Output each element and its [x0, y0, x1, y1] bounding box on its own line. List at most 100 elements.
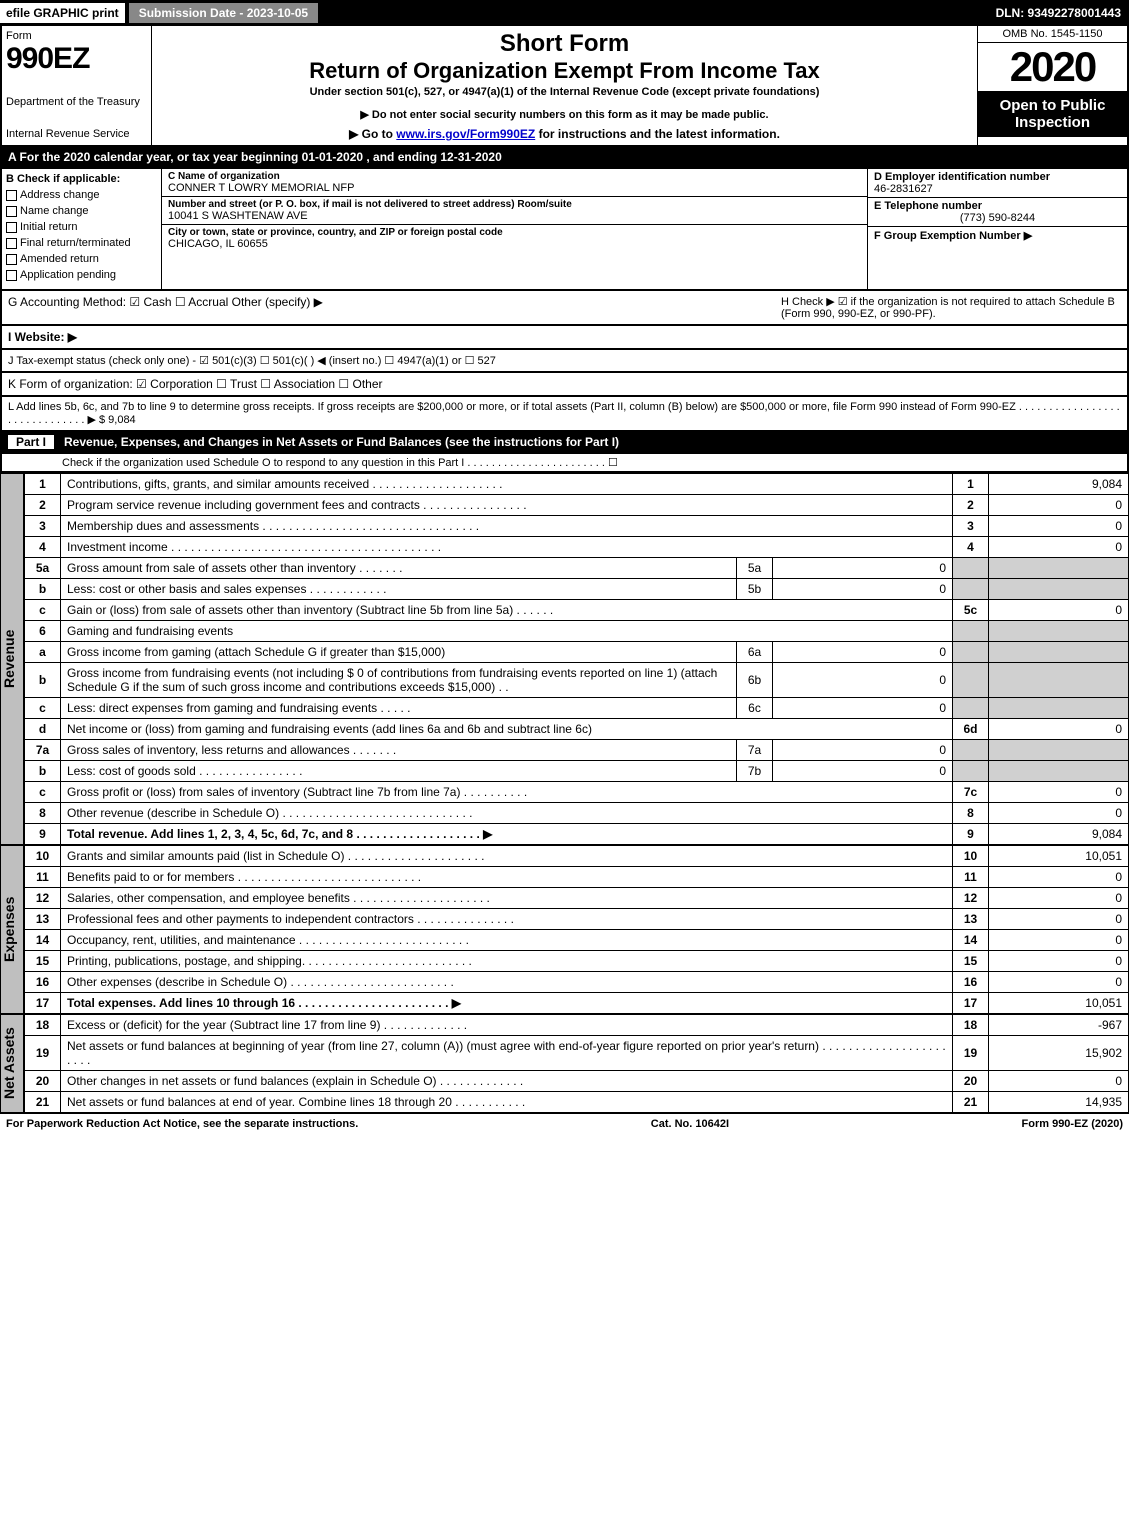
- calendar-year-row: A For the 2020 calendar year, or tax yea…: [0, 147, 1129, 169]
- line-l: L Add lines 5b, 6c, and 7b to line 9 to …: [0, 397, 1129, 432]
- table-row: 11 Benefits paid to or for members . . .…: [25, 867, 1129, 888]
- table-row: 4 Investment income . . . . . . . . . . …: [25, 537, 1129, 558]
- line-j: J Tax-exempt status (check only one) - ☑…: [0, 350, 1129, 373]
- table-row: c Less: direct expenses from gaming and …: [25, 698, 1129, 719]
- expenses-table: 10 Grants and similar amounts paid (list…: [24, 845, 1129, 1014]
- box-def: D Employer identification number 46-2831…: [867, 169, 1127, 289]
- dept-treasury: Department of the Treasury: [6, 96, 147, 108]
- line-g: G Accounting Method: ☑ Cash ☐ Accrual Ot…: [8, 295, 781, 320]
- form-header: Form 990EZ Department of the Treasury In…: [0, 26, 1129, 147]
- org-name-label: C Name of organization: [168, 171, 861, 182]
- part1-check: Check if the organization used Schedule …: [0, 454, 1129, 473]
- table-row: 7a Gross sales of inventory, less return…: [25, 740, 1129, 761]
- table-row: 9 Total revenue. Add lines 1, 2, 3, 4, 5…: [25, 824, 1129, 845]
- calendar-year: A For the 2020 calendar year, or tax yea…: [2, 147, 1127, 167]
- line-i: I Website: ▶: [0, 326, 1129, 350]
- page-footer: For Paperwork Reduction Act Notice, see …: [0, 1113, 1129, 1134]
- revenue-section: Revenue 1 Contributions, gifts, grants, …: [0, 473, 1129, 845]
- submission-date: Submission Date - 2023-10-05: [129, 3, 318, 23]
- table-row: b Gross income from fundraising events (…: [25, 663, 1129, 698]
- ein-value: 46-2831627: [874, 183, 1121, 195]
- box-e: E Telephone number (773) 590-8244: [868, 198, 1127, 227]
- chk-name-change-label: Name change: [20, 205, 89, 217]
- header-right: OMB No. 1545-1150 2020 Open to Public In…: [977, 26, 1127, 145]
- goto-pre: ▶ Go to: [349, 127, 396, 141]
- line-i-label: I Website: ▶: [8, 330, 77, 344]
- chk-application-pending[interactable]: Application pending: [6, 269, 157, 281]
- line-k: K Form of organization: ☑ Corporation ☐ …: [0, 373, 1129, 397]
- netassets-table: 18 Excess or (deficit) for the year (Sub…: [24, 1014, 1129, 1113]
- table-row: 3 Membership dues and assessments . . . …: [25, 516, 1129, 537]
- table-row: 19 Net assets or fund balances at beginn…: [25, 1036, 1129, 1071]
- header-mid: Short Form Return of Organization Exempt…: [152, 26, 977, 145]
- box-b: B Check if applicable: Address change Na…: [2, 169, 162, 289]
- table-row: 10 Grants and similar amounts paid (list…: [25, 846, 1129, 867]
- inspect-line2: Inspection: [982, 114, 1123, 131]
- revenue-side-label: Revenue: [0, 473, 24, 845]
- header-left: Form 990EZ Department of the Treasury In…: [2, 26, 152, 145]
- footer-form: Form 990-EZ (2020): [1022, 1118, 1123, 1130]
- chk-application-pending-label: Application pending: [20, 269, 116, 281]
- table-row: b Less: cost of goods sold . . . . . . .…: [25, 761, 1129, 782]
- revenue-table: 1 Contributions, gifts, grants, and simi…: [24, 473, 1129, 845]
- phone-value: (773) 590-8244: [874, 212, 1121, 224]
- entity-section: B Check if applicable: Address change Na…: [0, 169, 1129, 291]
- box-b-label: B Check if applicable:: [6, 173, 157, 185]
- omb-number: OMB No. 1545-1150: [978, 26, 1127, 43]
- chk-final-return-label: Final return/terminated: [20, 237, 131, 249]
- table-row: d Net income or (loss) from gaming and f…: [25, 719, 1129, 740]
- dln-label: DLN: 93492278001443: [996, 6, 1129, 20]
- table-row: 13 Professional fees and other payments …: [25, 909, 1129, 930]
- footer-left: For Paperwork Reduction Act Notice, see …: [6, 1118, 358, 1130]
- table-row: 8 Other revenue (describe in Schedule O)…: [25, 803, 1129, 824]
- table-row: 5a Gross amount from sale of assets othe…: [25, 558, 1129, 579]
- open-inspection: Open to Public Inspection: [978, 91, 1127, 137]
- netassets-side-label: Net Assets: [0, 1014, 24, 1113]
- table-row: 18 Excess or (deficit) for the year (Sub…: [25, 1015, 1129, 1036]
- chk-amended-return-label: Amended return: [20, 253, 99, 265]
- org-address-value: 10041 S WASHTENAW AVE: [168, 210, 861, 222]
- efile-label: efile GRAPHIC print: [0, 3, 125, 23]
- table-row: 1 Contributions, gifts, grants, and simi…: [25, 474, 1129, 495]
- irs-link[interactable]: www.irs.gov/Form990EZ: [396, 127, 535, 141]
- group-exemption-label: F Group Exemption Number ▶: [874, 229, 1121, 242]
- subtitle-ssn: ▶ Do not enter social security numbers o…: [156, 108, 973, 121]
- table-row: 6 Gaming and fundraising events: [25, 621, 1129, 642]
- table-row: 17 Total expenses. Add lines 10 through …: [25, 993, 1129, 1014]
- table-row: 20 Other changes in net assets or fund b…: [25, 1071, 1129, 1092]
- table-row: 14 Occupancy, rent, utilities, and maint…: [25, 930, 1129, 951]
- box-d: D Employer identification number 46-2831…: [868, 169, 1127, 198]
- table-row: c Gain or (loss) from sale of assets oth…: [25, 600, 1129, 621]
- chk-amended-return[interactable]: Amended return: [6, 253, 157, 265]
- title-short-form: Short Form: [156, 30, 973, 58]
- part1-header: Part I Revenue, Expenses, and Changes in…: [0, 432, 1129, 454]
- phone-label: E Telephone number: [874, 200, 1121, 212]
- form-number: 990EZ: [6, 42, 147, 76]
- dept-irs: Internal Revenue Service: [6, 128, 147, 140]
- part1-title: Revenue, Expenses, and Changes in Net As…: [64, 435, 619, 449]
- table-row: b Less: cost or other basis and sales ex…: [25, 579, 1129, 600]
- chk-final-return[interactable]: Final return/terminated: [6, 237, 157, 249]
- chk-name-change[interactable]: Name change: [6, 205, 157, 217]
- chk-address-change[interactable]: Address change: [6, 189, 157, 201]
- org-city-label: City or town, state or province, country…: [168, 227, 861, 238]
- netassets-section: Net Assets 18 Excess or (deficit) for th…: [0, 1014, 1129, 1113]
- table-row: a Gross income from gaming (attach Sched…: [25, 642, 1129, 663]
- org-address-cell: Number and street (or P. O. box, if mail…: [162, 197, 867, 225]
- box-f: F Group Exemption Number ▶: [868, 227, 1127, 244]
- table-row: 12 Salaries, other compensation, and emp…: [25, 888, 1129, 909]
- org-city-cell: City or town, state or province, country…: [162, 225, 867, 252]
- footer-cat: Cat. No. 10642I: [358, 1118, 1021, 1130]
- line-h: H Check ▶ ☑ if the organization is not r…: [781, 295, 1121, 320]
- part1-label: Part I: [8, 435, 54, 449]
- table-row: 15 Printing, publications, postage, and …: [25, 951, 1129, 972]
- expenses-side-label: Expenses: [0, 845, 24, 1014]
- chk-initial-return[interactable]: Initial return: [6, 221, 157, 233]
- org-name-cell: C Name of organization CONNER T LOWRY ME…: [162, 169, 867, 197]
- org-address-label: Number and street (or P. O. box, if mail…: [168, 199, 861, 210]
- table-row: c Gross profit or (loss) from sales of i…: [25, 782, 1129, 803]
- org-name-value: CONNER T LOWRY MEMORIAL NFP: [168, 182, 861, 194]
- title-return: Return of Organization Exempt From Incom…: [156, 58, 973, 84]
- org-city-value: CHICAGO, IL 60655: [168, 238, 861, 250]
- tax-year: 2020: [978, 43, 1127, 91]
